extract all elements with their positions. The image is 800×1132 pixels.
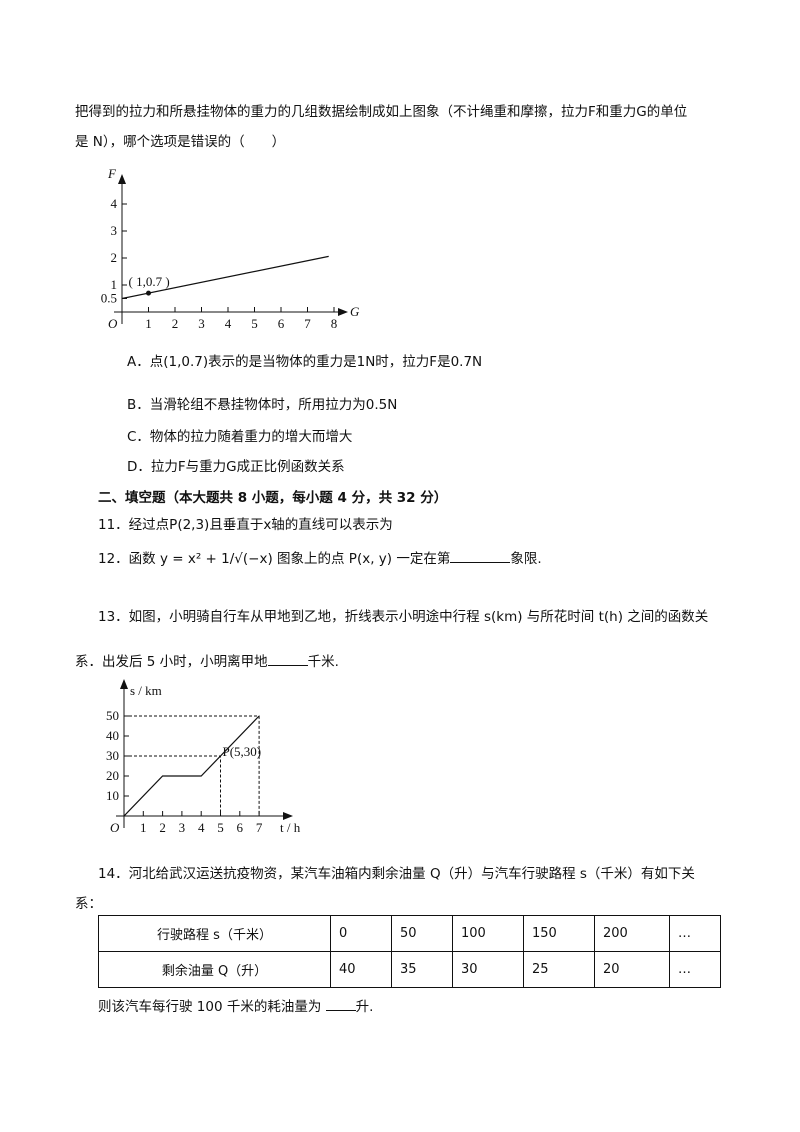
- table-cell: 40: [330, 951, 392, 988]
- q12-answer-blank[interactable]: [450, 550, 511, 563]
- point-label: ( 1,0.7 ): [129, 274, 170, 289]
- q14-answer-blank[interactable]: [325, 998, 356, 1011]
- x-tick-label: 7: [256, 820, 263, 835]
- q10-text-line1: 把得到的拉力和所悬挂物体的重力的几组数据绘制成如上图象（不计绳重和摩擦，拉力F和…: [75, 104, 688, 120]
- x-axis-arrow-icon: [338, 308, 348, 316]
- x-tick-label: 6: [237, 820, 244, 835]
- data-point: [146, 290, 151, 296]
- q11-text: 11．经过点P(2,3)且垂直于x轴的直线可以表示为: [98, 517, 393, 533]
- origin-label: O: [108, 316, 118, 330]
- x-tick-label: 3: [198, 316, 205, 330]
- q14-footer: 则该汽车每行驶 100 千米的耗油量为 升.: [98, 995, 373, 1015]
- table-row: 行驶路程 s（千米） 0 50 100 150 200…: [98, 915, 721, 952]
- y-axis-arrow-icon: [120, 679, 128, 689]
- y-axis-label: F: [107, 166, 117, 181]
- y-axis-arrow-icon: [118, 174, 126, 184]
- x-tick-label: 5: [251, 316, 258, 330]
- y-tick-label: 40: [106, 728, 119, 743]
- q14-prefix: 则该汽车每行驶 100 千米的耗油量为: [98, 999, 326, 1015]
- x-tick-label: 2: [159, 820, 166, 835]
- x-tick-label: 8: [331, 316, 338, 330]
- row-header: 行驶路程 s（千米）: [98, 915, 331, 952]
- y-axis-label: s / km: [130, 683, 162, 698]
- q14-suffix: 升.: [355, 999, 374, 1015]
- table-cell: 150: [523, 915, 595, 952]
- row-header: 剩余油量 Q（升）: [98, 951, 331, 988]
- guide-line: [124, 755, 221, 816]
- x-tick-label: 5: [217, 820, 224, 835]
- table-cell: …: [669, 915, 721, 952]
- table-row: 剩余油量 Q（升） 40 35 30 25 20…: [98, 951, 721, 988]
- distance-time-graph: 1 2 3 4 5 6 7 10 20 30 40 50 Os / km t / h P(5,30): [106, 679, 301, 835]
- y-tick-label: 0.5: [101, 291, 117, 306]
- q13-text-line2: 系．出发后 5 小时，小明离甲地 千米.: [75, 650, 339, 670]
- q10-option-c: C．物体的拉力随着重力的增大而增大: [127, 429, 353, 445]
- q13-answer-blank[interactable]: [267, 653, 308, 666]
- y-tick-label: 3: [111, 223, 118, 238]
- x-axis-label: t / h: [280, 820, 301, 835]
- q14-text-line1: 14．河北给武汉运送抗疫物资，某汽车油箱内剩余油量 Q（升）与汽车行驶路程 s（…: [98, 866, 695, 882]
- x-tick-label: 7: [304, 316, 311, 330]
- x-tick-label: 6: [278, 316, 285, 330]
- q13-text-line1: 13．如图，小明骑自行车从甲地到乙地，折线表示小明途中行程 s(km) 与所花时…: [98, 609, 709, 625]
- x-tick-label: 4: [225, 316, 232, 330]
- x-axis-arrow-icon: [283, 812, 293, 820]
- x-tick-label: 1: [140, 820, 147, 835]
- x-tick-label: 2: [172, 316, 179, 330]
- q12-text: 12．函数 y = x² + 1/√(−x) 图象上的点 P(x, y) 一定在…: [98, 547, 542, 567]
- q13-prefix: 系．出发后 5 小时，小明离甲地: [75, 654, 268, 670]
- table-cell: 100: [452, 915, 524, 952]
- y-tick-label: 50: [106, 708, 119, 723]
- q10-option-a: A．点(1,0.7)表示的是当物体的重力是1N时，拉力F是0.7N: [127, 354, 483, 370]
- series-line: [121, 255, 329, 300]
- series-line: [123, 715, 260, 817]
- x-tick-label: 3: [179, 820, 186, 835]
- y-tick-label: 1: [111, 277, 118, 292]
- section-heading: 二、填空题（本大题共 8 小题，每小题 4 分，共 32 分）: [98, 490, 448, 506]
- table-cell: 200: [594, 915, 670, 952]
- x-tick-label: 1: [145, 316, 152, 330]
- q10-option-d: D．拉力F与重力G成正比例函数关系: [127, 459, 345, 475]
- y-tick-label: 20: [106, 768, 119, 783]
- x-tick-label: 4: [198, 820, 205, 835]
- y-tick-label: 4: [111, 196, 118, 211]
- table-cell: 35: [391, 951, 453, 988]
- q10-text-line2: 是 N），哪个选项是错误的（ ）: [75, 134, 286, 150]
- table-cell: 25: [523, 951, 595, 988]
- y-tick-label: 30: [106, 748, 119, 763]
- q10-option-b: B．当滑轮组不悬挂物体时，所用拉力为0.5N: [127, 397, 398, 413]
- table-cell: 0: [330, 915, 392, 952]
- q13-suffix: 千米.: [307, 654, 339, 670]
- table-cell: …: [669, 951, 721, 988]
- y-tick-label: 10: [106, 788, 119, 803]
- table-cell: 30: [452, 951, 524, 988]
- x-axis-label: G: [350, 304, 360, 319]
- q12-prefix: 12．函数 y = x² + 1/√(−x) 图象上的点 P(x, y) 一定在…: [98, 551, 451, 567]
- guide-line: [124, 715, 260, 816]
- point-label: P(5,30): [223, 744, 262, 759]
- fuel-table: 行驶路程 s（千米） 0 50 100 150 200… 剩余油量 Q（升） 40 35 30 2…: [98, 915, 721, 988]
- q14-text-line2: 系：: [75, 896, 102, 912]
- table-cell: 20: [594, 951, 670, 988]
- origin-label: O: [110, 820, 120, 835]
- table-cell: 50: [391, 915, 453, 952]
- y-tick-label: 2: [111, 250, 118, 265]
- q12-suffix: 象限.: [510, 551, 542, 567]
